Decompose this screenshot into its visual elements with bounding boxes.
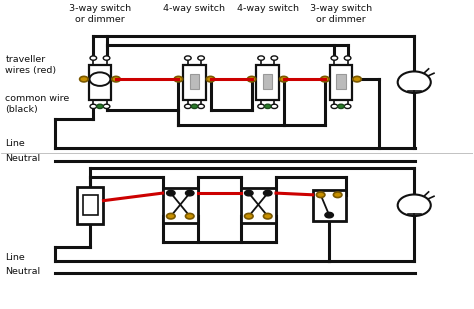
Circle shape — [184, 104, 191, 108]
Circle shape — [271, 56, 278, 60]
FancyBboxPatch shape — [89, 65, 111, 100]
Text: 3-way switch
or dimmer: 3-way switch or dimmer — [69, 4, 131, 24]
Circle shape — [103, 56, 110, 60]
Circle shape — [344, 56, 351, 60]
Circle shape — [331, 104, 337, 108]
Circle shape — [166, 214, 175, 219]
Circle shape — [258, 56, 264, 60]
Circle shape — [264, 214, 272, 219]
Circle shape — [245, 190, 253, 196]
Circle shape — [337, 104, 344, 108]
Text: Neutral: Neutral — [5, 267, 41, 276]
Circle shape — [174, 76, 182, 82]
Circle shape — [90, 56, 97, 60]
Circle shape — [353, 76, 361, 82]
Circle shape — [320, 76, 329, 82]
Circle shape — [344, 104, 351, 108]
Circle shape — [206, 76, 215, 82]
Circle shape — [331, 56, 337, 60]
Circle shape — [398, 71, 431, 93]
Circle shape — [258, 104, 264, 108]
Circle shape — [103, 104, 110, 108]
Circle shape — [245, 214, 253, 219]
Circle shape — [185, 214, 194, 219]
Circle shape — [247, 76, 256, 82]
FancyBboxPatch shape — [313, 190, 346, 221]
Circle shape — [280, 76, 288, 82]
Circle shape — [80, 76, 88, 82]
Bar — [190, 74, 199, 89]
Circle shape — [112, 76, 120, 82]
Text: 4-way switch: 4-way switch — [237, 4, 299, 13]
Circle shape — [333, 192, 342, 197]
Bar — [263, 74, 273, 89]
Bar — [83, 195, 98, 215]
Circle shape — [317, 192, 325, 197]
Text: traveller
wires (red): traveller wires (red) — [5, 55, 56, 75]
Text: Line: Line — [5, 253, 25, 262]
FancyBboxPatch shape — [77, 187, 103, 224]
Bar — [336, 74, 346, 89]
Circle shape — [264, 190, 272, 196]
FancyBboxPatch shape — [163, 188, 198, 223]
Circle shape — [198, 104, 204, 108]
Circle shape — [264, 104, 271, 108]
FancyBboxPatch shape — [329, 65, 352, 100]
Text: 4-way switch: 4-way switch — [164, 4, 226, 13]
Circle shape — [97, 104, 103, 108]
Circle shape — [398, 194, 431, 216]
Text: common wire
(black): common wire (black) — [5, 94, 70, 114]
Circle shape — [185, 190, 194, 196]
FancyBboxPatch shape — [240, 188, 276, 223]
FancyBboxPatch shape — [183, 65, 206, 100]
Circle shape — [271, 104, 278, 108]
Circle shape — [90, 104, 97, 108]
Circle shape — [184, 56, 191, 60]
Circle shape — [166, 190, 175, 196]
Circle shape — [191, 104, 198, 108]
Circle shape — [198, 56, 204, 60]
Circle shape — [325, 212, 333, 218]
Circle shape — [90, 72, 110, 86]
FancyBboxPatch shape — [256, 65, 279, 100]
Text: Line: Line — [5, 139, 25, 148]
Text: Neutral: Neutral — [5, 154, 41, 163]
Text: 3-way switch
or dimmer: 3-way switch or dimmer — [310, 4, 372, 24]
